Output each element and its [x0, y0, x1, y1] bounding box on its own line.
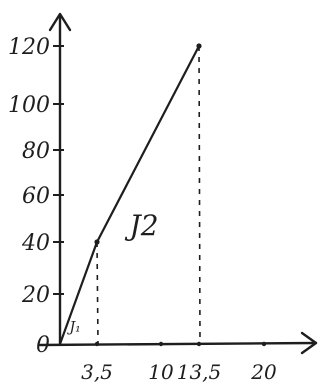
y-tick-label: 20	[21, 283, 50, 308]
data-point	[94, 239, 100, 245]
x-axis	[38, 341, 318, 347]
y-tick-label: 80	[22, 139, 50, 164]
series-layer	[58, 43, 202, 346]
y-tick-label: 40	[21, 231, 50, 256]
dashed-drop-line	[96, 241, 99, 345]
x-tick-label: 20	[250, 360, 277, 384]
y-tick-labels: 0 20 40 60 80 100 120	[8, 35, 50, 358]
x-tick-labels: 3,5 10 13,5 20	[81, 360, 277, 384]
y-tick-label: 0	[36, 333, 50, 358]
y-tick-marks	[53, 45, 64, 295]
x-tick-label: 10	[148, 360, 174, 384]
y-axis-arrow-icon	[48, 12, 72, 32]
x-tick-mark	[261, 341, 267, 347]
region-labels: J₁ J2	[67, 209, 159, 336]
axes	[38, 12, 318, 355]
data-point	[196, 43, 202, 49]
dashed-drop-line	[198, 45, 201, 345]
y-tick-label: 100	[8, 93, 50, 118]
x-tick-mark	[158, 341, 164, 347]
x-axis-arrow-icon	[300, 331, 318, 355]
region-label: J2	[124, 209, 158, 242]
region-label: J₁	[67, 320, 81, 336]
y-tick-label: 120	[8, 35, 50, 60]
y-tick-label: 60	[22, 184, 50, 209]
x-tick-label: 3,5	[81, 360, 113, 384]
dashed-drop-lines	[96, 45, 201, 345]
series-line	[58, 44, 201, 346]
x-tick-mark	[196, 341, 202, 347]
x-tick-label: 13,5	[177, 360, 222, 384]
